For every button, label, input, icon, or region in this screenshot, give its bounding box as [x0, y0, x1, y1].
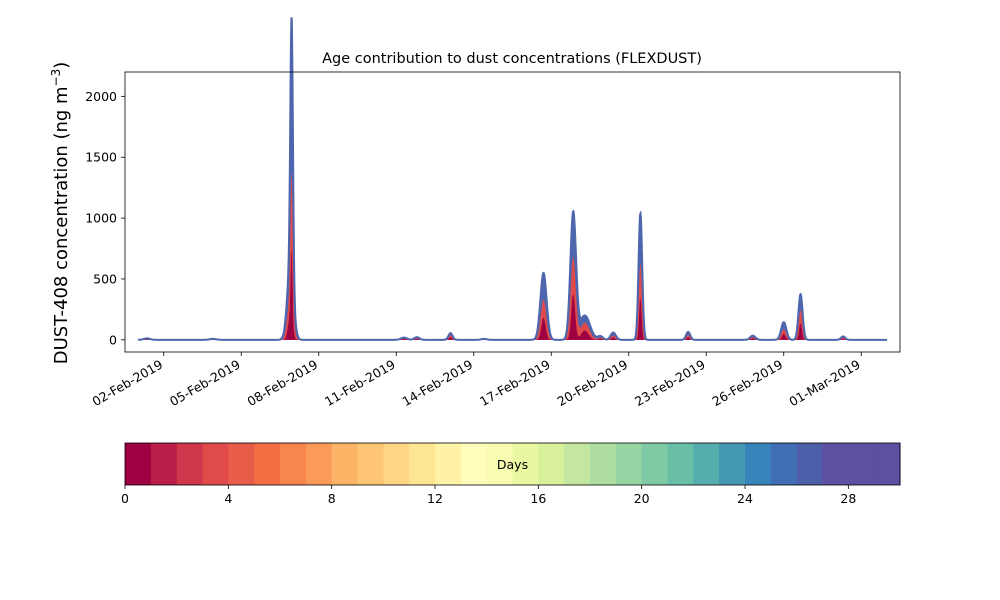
total-line [137, 17, 888, 341]
y-tick-label: 500 [93, 271, 117, 286]
y-axis-label-sup: −3 [49, 69, 63, 87]
colorbar-segment [125, 443, 152, 485]
colorbar-segment [228, 443, 255, 485]
colorbar-segment [435, 443, 462, 485]
chart-title: Age contribution to dust concentrations … [322, 51, 702, 67]
colorbar-segment [770, 443, 798, 485]
colorbar-frame [124, 442, 901, 486]
area-series-mid [137, 172, 888, 340]
colorbar-segment [409, 443, 436, 485]
colorbar-segment [874, 443, 901, 485]
colorbar-segment [848, 443, 875, 485]
colorbar-segment [693, 443, 720, 485]
x-tick-label: 20-Feb-2019 [554, 357, 630, 409]
x-axis: 02-Feb-2019 05-Feb-2019 08-Feb-2019 11-Feb-… [89, 352, 863, 410]
colorbar-tick-label: 20 [634, 491, 650, 506]
colorbar-segment [667, 443, 694, 485]
colorbar-segment [305, 443, 333, 485]
x-tick-label: 11-Feb-2019 [322, 357, 398, 409]
x-tick-label: 01-Mar-2019 [786, 357, 862, 410]
colorbar-tick-label: 0 [121, 491, 129, 506]
plot-area [124, 17, 901, 353]
x-tick-label: 17-Feb-2019 [477, 357, 553, 409]
x-tick-label: 02-Feb-2019 [89, 357, 165, 409]
colorbar-segment [150, 443, 178, 485]
colorbar-tick-label: 12 [427, 491, 443, 506]
x-tick-label: 05-Feb-2019 [167, 357, 243, 409]
colorbar-segment [719, 443, 746, 485]
colorbar-segment [331, 443, 359, 485]
x-tick-label: 14-Feb-2019 [399, 357, 475, 409]
y-tick-label: 0 [109, 332, 117, 347]
plot-frame [124, 71, 901, 353]
y-tick-label: 2000 [85, 89, 117, 104]
y-axis-label-close: ) [51, 62, 72, 69]
colorbar-segment [822, 443, 849, 485]
colorbar-segment [486, 443, 514, 485]
colorbar-segment [357, 443, 384, 485]
x-tick-label: 08-Feb-2019 [244, 357, 320, 409]
colorbar-segment [590, 443, 617, 485]
x-tick-label: 23-Feb-2019 [632, 357, 708, 409]
colorbar-segment [383, 443, 410, 485]
y-axis: 0 500 1000 1500 2000 [85, 89, 125, 347]
colorbar-tick-label: 28 [840, 491, 856, 506]
y-tick-label: 1000 [85, 211, 117, 226]
colorbar-segment [796, 443, 824, 485]
colorbar-segment [280, 443, 307, 485]
y-tick-label: 1500 [85, 150, 117, 165]
colorbar-tick-label: 8 [328, 491, 336, 506]
colorbar-tick-label: 16 [530, 491, 546, 506]
colorbar-segment [615, 443, 643, 485]
colorbar-segment [641, 443, 669, 485]
colorbar-tick-label: 4 [224, 491, 232, 506]
colorbar-label: Days [497, 457, 528, 472]
colorbar-segment [538, 443, 565, 485]
y-axis-label-main: DUST-408 concentration (ng m [51, 86, 72, 364]
area-series-young [137, 249, 888, 340]
y-axis-label: DUST-408 concentration (ng m−3) [49, 62, 72, 365]
colorbar-segment [202, 443, 229, 485]
colorbar-segment [512, 443, 539, 485]
colorbar: Days 0 4 8 12 16 20 24 28 [121, 442, 901, 506]
colorbar-segment [745, 443, 772, 485]
colorbar-segment [176, 443, 204, 485]
colorbar-segment [460, 443, 488, 485]
colorbar-tick-label: 24 [737, 491, 753, 506]
colorbar-segment [564, 443, 591, 485]
colorbar-segment [254, 443, 281, 485]
x-tick-label: 26-Feb-2019 [709, 357, 785, 409]
